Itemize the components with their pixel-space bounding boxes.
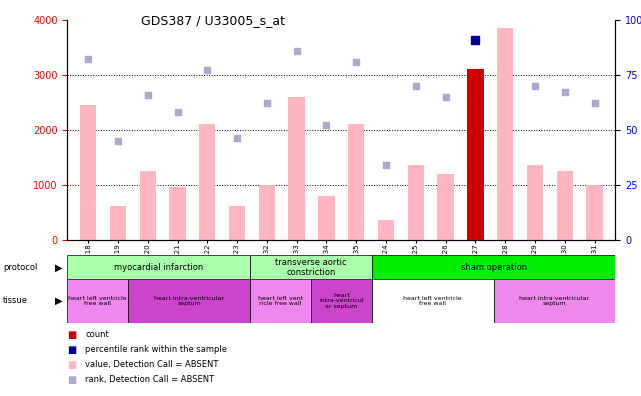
Bar xyxy=(140,171,156,240)
Bar xyxy=(80,105,96,240)
Bar xyxy=(250,279,311,323)
Bar xyxy=(587,185,603,240)
Bar xyxy=(311,279,372,323)
Point xyxy=(232,135,242,142)
Text: heart
intra-ventricul
ar septum: heart intra-ventricul ar septum xyxy=(319,293,363,309)
Bar xyxy=(348,124,365,240)
Point xyxy=(560,89,570,95)
Bar xyxy=(259,185,275,240)
Text: ■: ■ xyxy=(67,329,76,340)
Text: sham operation: sham operation xyxy=(460,263,527,272)
Text: myocardial infarction: myocardial infarction xyxy=(114,263,203,272)
Bar xyxy=(378,220,394,240)
Text: count: count xyxy=(85,330,109,339)
Text: heart intra-ventricular
septum: heart intra-ventricular septum xyxy=(519,295,590,307)
Bar xyxy=(199,124,215,240)
Point xyxy=(321,122,331,128)
Bar xyxy=(372,255,615,279)
Point xyxy=(83,56,94,63)
Bar xyxy=(67,279,128,323)
Bar xyxy=(408,166,424,240)
Bar xyxy=(467,69,483,240)
Point xyxy=(202,67,212,74)
Point xyxy=(172,109,183,115)
Bar xyxy=(372,279,494,323)
Text: ■: ■ xyxy=(67,375,76,385)
Text: transverse aortic
constriction: transverse aortic constriction xyxy=(275,258,347,277)
Point xyxy=(262,100,272,107)
Text: tissue: tissue xyxy=(3,297,28,305)
Text: ■: ■ xyxy=(67,345,76,355)
Point xyxy=(589,100,599,107)
Text: heart intra-ventricular
septum: heart intra-ventricular septum xyxy=(154,295,224,307)
Bar xyxy=(250,255,372,279)
Bar xyxy=(169,187,186,240)
Bar xyxy=(229,206,246,240)
Bar xyxy=(527,166,543,240)
Bar xyxy=(556,171,573,240)
Bar xyxy=(288,97,305,240)
Text: value, Detection Call = ABSENT: value, Detection Call = ABSENT xyxy=(85,360,219,369)
Text: ■: ■ xyxy=(67,360,76,370)
Text: rank, Detection Call = ABSENT: rank, Detection Call = ABSENT xyxy=(85,375,214,384)
Bar xyxy=(318,196,335,240)
Point xyxy=(411,82,421,89)
Text: ▶: ▶ xyxy=(55,262,63,272)
Bar xyxy=(128,279,250,323)
Bar xyxy=(110,206,126,240)
Text: protocol: protocol xyxy=(3,263,38,272)
Text: GDS387 / U33005_s_at: GDS387 / U33005_s_at xyxy=(141,14,285,27)
Text: heart left vent
ricle free wall: heart left vent ricle free wall xyxy=(258,295,303,307)
Bar xyxy=(437,173,454,240)
Bar xyxy=(467,69,483,240)
Text: heart left ventricle
free wall: heart left ventricle free wall xyxy=(403,295,462,307)
Bar xyxy=(67,255,250,279)
Bar xyxy=(494,279,615,323)
Point xyxy=(381,162,391,168)
Point xyxy=(113,137,123,144)
Point xyxy=(470,36,481,43)
Text: percentile rank within the sample: percentile rank within the sample xyxy=(85,345,228,354)
Bar xyxy=(497,28,513,240)
Point xyxy=(292,48,302,54)
Point xyxy=(440,93,451,100)
Point xyxy=(470,36,481,43)
Text: heart left ventricle
free wall: heart left ventricle free wall xyxy=(69,295,127,307)
Point xyxy=(142,91,153,98)
Point xyxy=(530,82,540,89)
Text: ▶: ▶ xyxy=(55,296,63,306)
Point xyxy=(351,58,362,65)
